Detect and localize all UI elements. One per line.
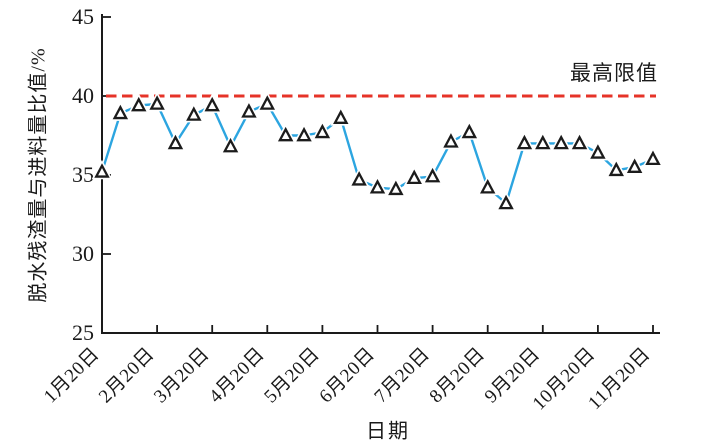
data-point-marker — [498, 194, 514, 210]
data-point-marker — [645, 150, 661, 166]
data-point-marker — [94, 163, 110, 178]
data-point-marker — [131, 96, 147, 112]
data-point-marker — [479, 178, 496, 194]
data-point-marker — [241, 103, 257, 118]
x-axis-title: 日期 — [366, 420, 410, 443]
data-point-marker — [516, 134, 533, 150]
data-point-marker — [149, 95, 165, 110]
data-point-marker — [167, 134, 184, 150]
data-point-marker — [351, 171, 367, 186]
x-tick-label: 6月20日 — [315, 344, 379, 408]
data-point-marker — [222, 137, 239, 153]
y-tick-label: 40 — [72, 83, 94, 108]
y-tick-label: 25 — [72, 320, 94, 345]
data-point-marker — [535, 134, 551, 150]
data-point-marker — [259, 95, 276, 110]
x-tick-label: 7月20日 — [370, 344, 434, 408]
data-point-marker — [333, 109, 349, 124]
data-point-marker — [626, 158, 643, 173]
data-point-marker — [590, 144, 606, 159]
data-point-marker — [443, 133, 459, 148]
data-point-marker — [314, 123, 331, 139]
data-point-marker — [277, 126, 294, 142]
data-point-marker — [186, 106, 202, 121]
data-point-marker — [296, 126, 312, 142]
data-point-marker — [406, 169, 422, 185]
data-point-marker — [369, 178, 386, 194]
data-point-marker — [461, 123, 478, 139]
x-tick-label: 3月20日 — [150, 344, 214, 408]
y-tick-label: 45 — [72, 4, 94, 29]
data-point-marker — [112, 104, 129, 120]
data-point-marker — [204, 96, 220, 112]
x-tick-label: 2月20日 — [95, 344, 159, 408]
data-point-marker — [608, 161, 624, 177]
y-axis-title: 脱水残渣量与进料量比值/% — [27, 47, 50, 303]
x-tick-label: 4月20日 — [205, 344, 269, 408]
data-point-marker — [553, 134, 569, 150]
x-tick-label: 1月20日 — [40, 344, 104, 408]
data-point-marker — [571, 134, 588, 150]
limit-line-label: 最高限值 — [570, 61, 658, 85]
x-tick-label: 8月20日 — [426, 344, 490, 408]
y-tick-label: 35 — [72, 162, 94, 187]
data-point-marker — [424, 167, 441, 183]
x-tick-label: 5月20日 — [260, 344, 324, 408]
y-tick-label: 30 — [72, 241, 94, 266]
data-point-marker — [388, 180, 404, 196]
